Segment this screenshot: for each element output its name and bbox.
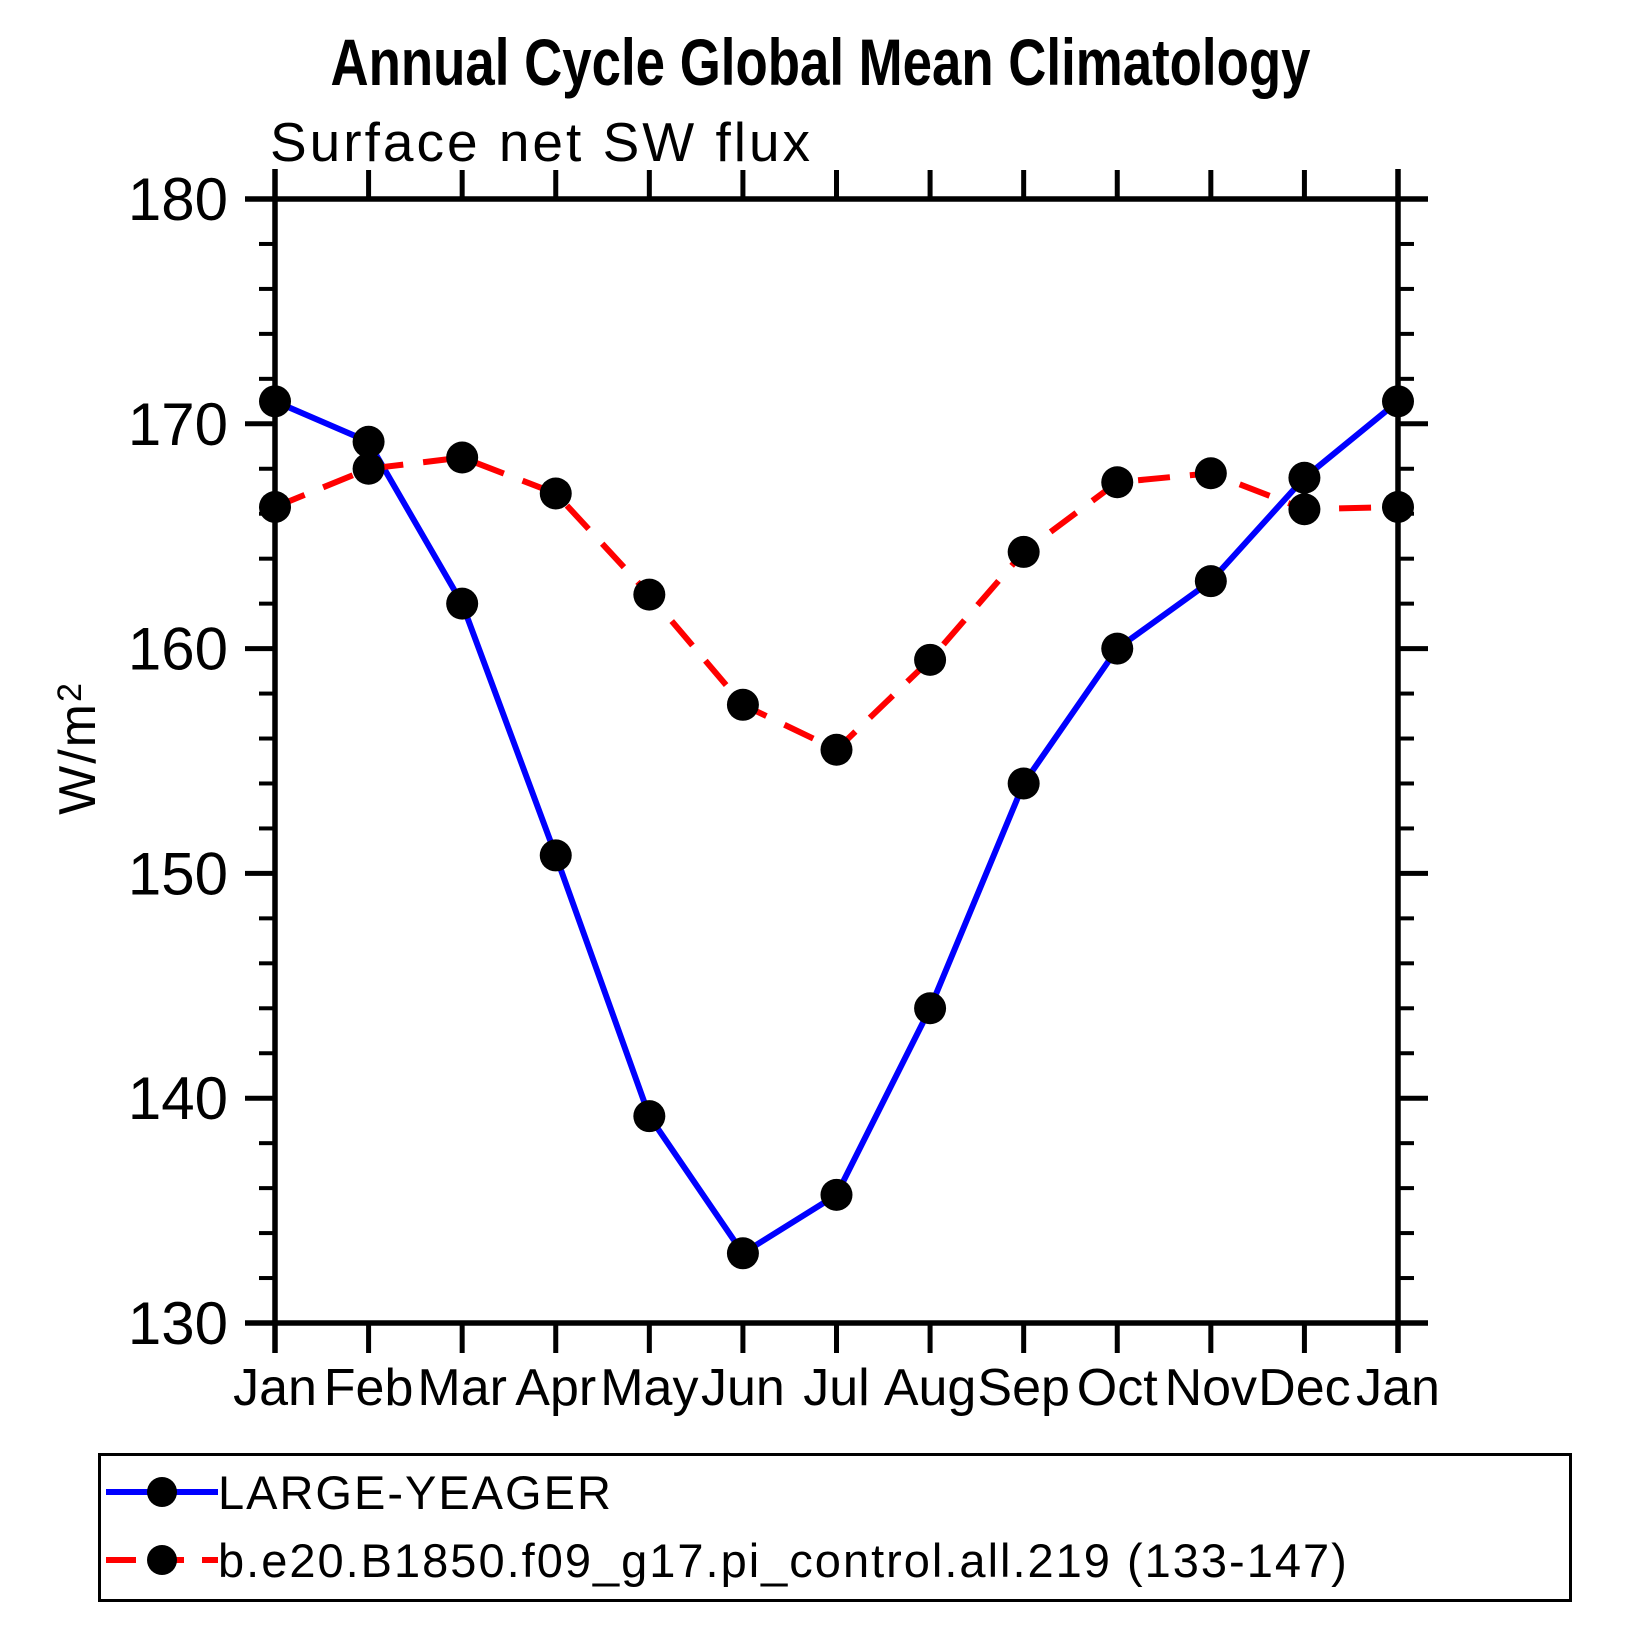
data-point-model-b-e20-b1850 [914, 643, 947, 676]
y-tick-label: 170 [128, 391, 228, 458]
y-tick-label: 160 [128, 616, 228, 683]
legend-item-large-yeager: LARGE-YEAGER [101, 1466, 1569, 1519]
legend-label-model: b.e20.B1850.f09_g17.pi_control.all.219 (… [218, 1533, 1349, 1587]
data-point-model-b-e20-b1850 [1382, 490, 1414, 523]
x-tick-label: Mar [417, 1359, 507, 1417]
data-point-large-yeager [820, 1178, 853, 1211]
data-point-large-yeager [1194, 565, 1227, 598]
legend: LARGE-YEAGER b.e20.B1850.f09_g17.pi_cont… [98, 1453, 1572, 1602]
data-point-large-yeager [1007, 767, 1040, 800]
chart-subtitle: Surface net SW flux [270, 111, 814, 173]
series-line-model-b-e20-b1850 [273, 454, 1399, 754]
x-tick-label: Jun [701, 1359, 785, 1417]
y-tick-label: 150 [128, 840, 228, 907]
data-point-large-yeager [1382, 385, 1414, 418]
legend-swatch-dashed [106, 1545, 218, 1575]
legend-marker-dot [147, 1545, 177, 1575]
x-tick-label: Aug [884, 1359, 977, 1417]
x-tick-label: Jan [233, 1359, 317, 1417]
data-point-large-yeager [914, 992, 947, 1025]
legend-label-large-yeager: LARGE-YEAGER [218, 1465, 613, 1519]
x-tick-label: Feb [324, 1359, 414, 1417]
data-point-model-b-e20-b1850 [352, 452, 385, 485]
y-tick-label: 180 [128, 166, 228, 233]
data-point-large-yeager [633, 1100, 666, 1133]
data-point-large-yeager [539, 839, 572, 872]
legend-marker-dot [147, 1477, 177, 1507]
legend-item-model: b.e20.B1850.f09_g17.pi_control.all.219 (… [101, 1534, 1569, 1587]
y-tick-label: 140 [128, 1065, 228, 1132]
data-point-model-b-e20-b1850 [820, 733, 853, 766]
data-point-large-yeager [352, 425, 385, 458]
x-tick-label: Dec [1258, 1359, 1350, 1417]
data-point-model-b-e20-b1850 [1101, 466, 1134, 499]
x-tick-label: Sep [977, 1359, 1070, 1417]
data-point-large-yeager [259, 385, 291, 418]
data-point-model-b-e20-b1850 [633, 578, 666, 611]
x-tick-label: May [600, 1359, 698, 1417]
data-point-model-b-e20-b1850 [539, 477, 572, 510]
data-point-large-yeager [1288, 461, 1321, 494]
data-point-large-yeager [1101, 632, 1134, 665]
data-point-model-b-e20-b1850 [1007, 535, 1040, 568]
x-tick-label: Jan [1356, 1359, 1440, 1417]
x-tick-label: Jul [803, 1359, 869, 1417]
data-point-model-b-e20-b1850 [259, 490, 291, 523]
x-tick-label: Apr [515, 1359, 596, 1417]
data-point-model-b-e20-b1850 [1194, 457, 1227, 490]
data-point-model-b-e20-b1850 [726, 688, 759, 721]
data-point-large-yeager [446, 587, 479, 620]
data-point-large-yeager [726, 1237, 759, 1270]
y-tick-label: 130 [128, 1290, 228, 1357]
series-line-large-yeager [273, 398, 1400, 1258]
data-point-model-b-e20-b1850 [1288, 493, 1321, 526]
x-tick-label: Nov [1165, 1359, 1257, 1417]
data-point-model-b-e20-b1850 [446, 441, 479, 474]
legend-swatch-solid [106, 1477, 218, 1507]
x-tick-label: Oct [1077, 1359, 1158, 1417]
page-title: Annual Cycle Global Mean Climatology [330, 25, 1311, 99]
